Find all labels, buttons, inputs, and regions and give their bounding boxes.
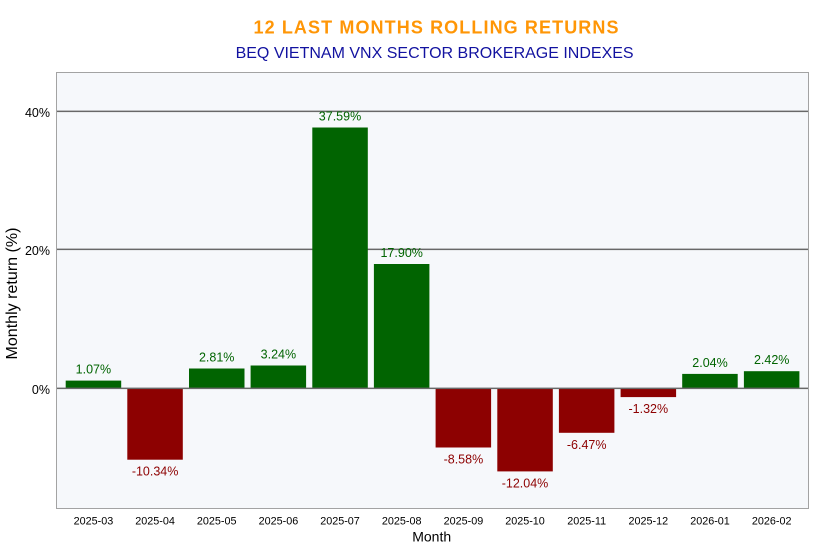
svg-text:1.07%: 1.07% (76, 363, 111, 377)
svg-text:2025-12: 2025-12 (628, 516, 668, 528)
svg-text:2025-08: 2025-08 (382, 516, 422, 528)
svg-text:2025-06: 2025-06 (259, 516, 299, 528)
svg-text:2.04%: 2.04% (692, 356, 727, 370)
svg-text:-1.32%: -1.32% (628, 402, 668, 416)
svg-text:2025-11: 2025-11 (567, 516, 606, 528)
svg-text:17.90%: 17.90% (380, 246, 422, 260)
svg-text:2025-07: 2025-07 (320, 516, 360, 528)
svg-text:2.42%: 2.42% (754, 353, 789, 367)
svg-text:Month: Month (412, 529, 451, 545)
svg-text:12 LAST MONTHS ROLLING RETURNS: 12 LAST MONTHS ROLLING RETURNS (254, 18, 619, 38)
svg-text:-8.58%: -8.58% (444, 453, 484, 467)
svg-text:2025-04: 2025-04 (135, 516, 175, 528)
svg-text:2025-05: 2025-05 (197, 516, 237, 528)
svg-text:2025-09: 2025-09 (444, 516, 484, 528)
svg-text:2025-10: 2025-10 (505, 516, 545, 528)
svg-text:2026-01: 2026-01 (690, 516, 730, 528)
svg-text:-12.04%: -12.04% (502, 476, 549, 490)
svg-text:40%: 40% (25, 106, 50, 120)
svg-text:0%: 0% (32, 383, 50, 397)
svg-text:3.24%: 3.24% (261, 348, 296, 362)
svg-text:2026-02: 2026-02 (752, 516, 792, 528)
svg-text:-6.47%: -6.47% (567, 438, 607, 452)
svg-text:2.81%: 2.81% (199, 351, 234, 365)
svg-text:20%: 20% (25, 244, 50, 258)
svg-text:Monthly return (%): Monthly return (%) (4, 228, 21, 360)
svg-text:-10.34%: -10.34% (132, 465, 179, 479)
svg-text:2025-03: 2025-03 (74, 516, 114, 528)
svg-text:BEQ VIETNAM VNX SECTOR BROKERA: BEQ VIETNAM VNX SECTOR BROKERAGE INDEXES (236, 45, 634, 62)
svg-text:37.59%: 37.59% (319, 110, 361, 124)
